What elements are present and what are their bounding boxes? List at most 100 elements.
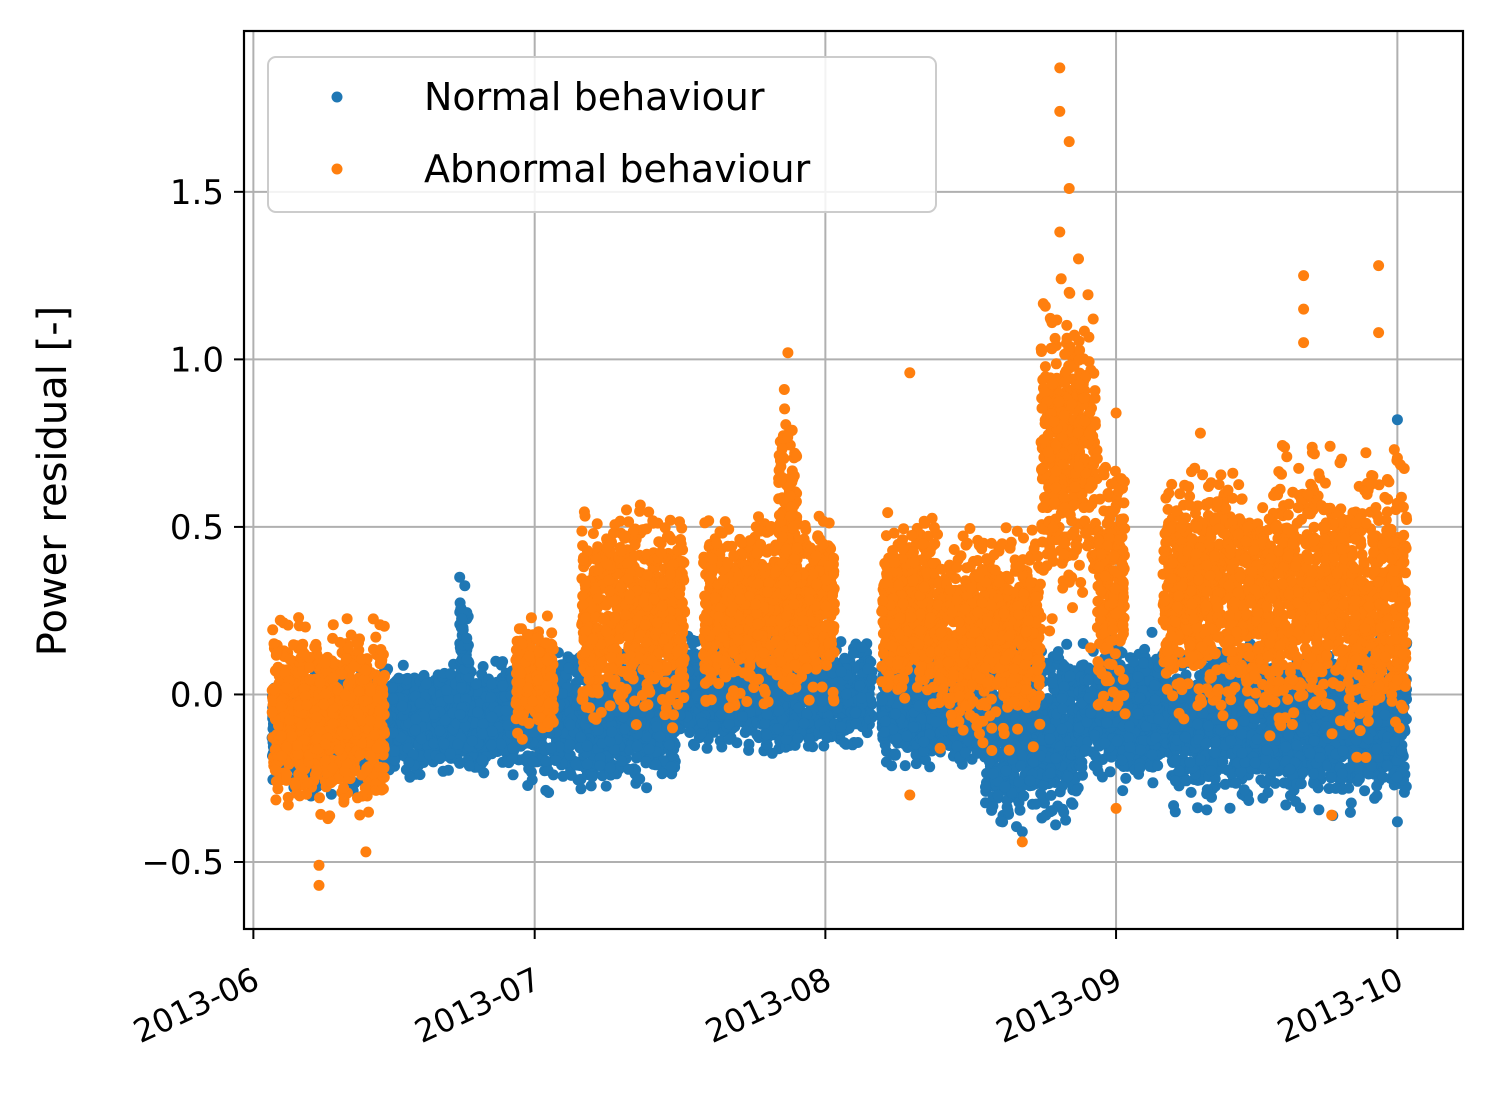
data-point xyxy=(526,774,538,786)
data-point xyxy=(852,737,864,748)
data-point xyxy=(478,767,490,779)
data-point xyxy=(600,780,612,792)
data-point xyxy=(772,723,784,735)
data-point xyxy=(456,613,468,625)
data-point xyxy=(472,706,484,718)
data-point xyxy=(527,755,539,767)
data-point xyxy=(507,769,519,781)
data-point xyxy=(665,761,677,773)
data-point xyxy=(485,692,497,703)
data-point xyxy=(743,738,755,750)
data-point xyxy=(634,773,646,785)
data-point xyxy=(856,692,867,704)
data-point xyxy=(695,728,707,740)
data-point xyxy=(889,748,901,760)
data-point xyxy=(604,762,616,774)
data-point xyxy=(461,632,473,644)
data-point xyxy=(840,688,852,700)
data-point xyxy=(654,731,666,743)
data-point xyxy=(456,623,468,635)
data-point xyxy=(409,724,421,736)
data-point xyxy=(631,740,643,752)
data-point xyxy=(454,709,466,720)
data-point xyxy=(751,729,763,741)
data-point xyxy=(564,739,576,750)
data-point xyxy=(396,700,408,712)
data-point xyxy=(707,721,719,733)
data-point xyxy=(773,705,785,717)
data-point xyxy=(550,755,562,766)
data-point xyxy=(740,725,752,737)
data-point xyxy=(570,758,582,770)
data-point xyxy=(389,745,400,757)
data-point xyxy=(788,719,799,731)
data-point xyxy=(766,747,778,759)
data-point xyxy=(581,758,593,770)
data-point xyxy=(444,748,456,760)
data-point xyxy=(486,711,498,723)
data-point xyxy=(437,765,449,777)
data-point xyxy=(441,684,452,696)
data-point xyxy=(619,723,631,735)
data-point xyxy=(415,697,427,709)
data-point xyxy=(564,719,576,731)
data-point xyxy=(563,662,574,674)
data-point xyxy=(641,782,653,794)
data-point xyxy=(466,735,478,747)
data-point xyxy=(838,737,850,749)
data-point xyxy=(497,680,509,692)
data-point xyxy=(476,728,488,740)
data-point xyxy=(737,711,748,722)
data-point xyxy=(461,654,473,665)
data-point xyxy=(542,764,554,776)
data-point xyxy=(606,726,618,738)
data-point xyxy=(575,731,587,743)
data-point xyxy=(586,771,598,783)
data-point xyxy=(575,783,587,795)
data-point xyxy=(697,717,709,729)
data-point xyxy=(723,733,735,745)
data-point xyxy=(592,724,604,736)
data-point xyxy=(497,656,509,668)
data-point xyxy=(403,757,415,768)
data-point xyxy=(428,709,440,720)
data-point xyxy=(835,666,847,678)
data-point xyxy=(899,760,911,772)
data-point xyxy=(444,668,456,680)
data-point xyxy=(543,787,555,798)
data-point xyxy=(414,769,426,781)
plot-area xyxy=(266,62,1413,891)
data-point xyxy=(761,708,773,720)
data-point xyxy=(761,729,773,741)
data-point xyxy=(798,717,810,729)
data-point xyxy=(689,740,701,751)
data-point xyxy=(476,754,488,766)
data-point xyxy=(438,738,450,750)
data-point xyxy=(650,759,662,771)
data-point xyxy=(557,770,569,782)
data-point xyxy=(404,771,416,783)
data-point xyxy=(856,641,868,653)
data-point xyxy=(434,753,446,765)
data-point xyxy=(862,663,874,675)
data-point xyxy=(500,705,512,717)
data-point xyxy=(656,768,668,780)
data-point xyxy=(792,733,804,745)
data-point xyxy=(849,707,861,719)
data-point xyxy=(854,680,866,692)
data-point xyxy=(821,732,833,744)
data-point xyxy=(397,659,409,671)
data-point xyxy=(507,742,519,754)
data-point xyxy=(616,755,628,767)
data-point xyxy=(540,755,552,767)
data-point xyxy=(866,673,878,685)
data-point xyxy=(386,682,398,693)
data-point xyxy=(464,760,475,772)
data-point xyxy=(495,738,507,750)
data-point xyxy=(759,717,771,729)
data-point xyxy=(643,743,655,755)
data-point xyxy=(485,739,497,751)
data-point xyxy=(723,718,735,730)
data-point xyxy=(477,718,489,730)
